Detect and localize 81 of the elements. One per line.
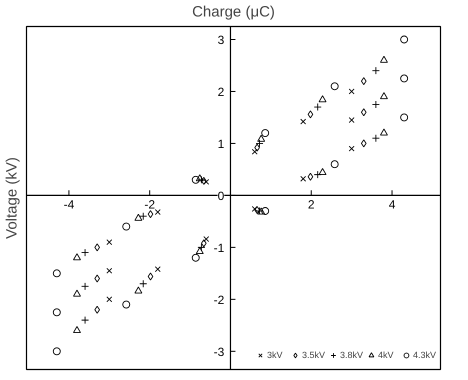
x-axis-title: Charge (μC) — [192, 4, 275, 20]
legend-label: 3kV — [266, 350, 284, 360]
point — [360, 108, 367, 116]
x-tick-label: 2 — [308, 198, 315, 212]
point — [348, 146, 355, 152]
point — [330, 160, 339, 168]
point — [318, 95, 327, 102]
point — [257, 134, 266, 142]
point — [252, 148, 258, 155]
point — [360, 139, 367, 148]
point — [81, 282, 90, 290]
point — [94, 306, 100, 314]
point — [372, 134, 380, 142]
point — [261, 207, 270, 215]
point — [134, 286, 142, 294]
point — [308, 110, 314, 118]
point — [372, 66, 380, 75]
point — [380, 56, 388, 63]
point — [261, 129, 270, 137]
legend-label: 4kV — [378, 350, 394, 360]
point — [106, 268, 112, 274]
point — [201, 239, 207, 248]
point — [252, 206, 258, 212]
point — [94, 243, 100, 252]
y-tick-label: 1 — [218, 136, 225, 151]
point — [400, 36, 408, 44]
x-tick-label: 4 — [388, 198, 396, 212]
point — [254, 206, 260, 214]
point — [197, 243, 206, 252]
y-tick-label: 2 — [218, 84, 225, 99]
point — [52, 308, 61, 316]
point — [148, 210, 154, 218]
point — [400, 74, 408, 82]
point — [318, 168, 327, 176]
legend-label: 3.5kV — [302, 350, 325, 360]
point — [122, 300, 130, 308]
point — [52, 347, 61, 356]
legend-label: 4.3kV — [412, 350, 436, 360]
point — [360, 77, 367, 86]
y-tick-label: 0 — [218, 188, 225, 203]
point — [73, 253, 81, 260]
point — [192, 254, 200, 262]
point — [81, 316, 90, 324]
point — [106, 239, 112, 246]
point — [196, 247, 204, 254]
point — [139, 280, 148, 288]
point — [139, 212, 148, 220]
point — [380, 128, 388, 136]
point — [122, 222, 130, 231]
point — [154, 209, 161, 215]
point — [201, 176, 207, 185]
point — [380, 92, 388, 100]
point — [192, 176, 200, 184]
y-tick-label: -2 — [214, 292, 225, 307]
point — [203, 236, 210, 242]
point — [257, 208, 266, 215]
point — [52, 269, 61, 278]
point — [154, 266, 161, 272]
x-tick-label: -2 — [144, 198, 156, 212]
x-tick-label: -4 — [64, 198, 75, 212]
point — [330, 82, 339, 90]
y-tick-label: 3 — [218, 32, 225, 47]
point — [196, 174, 204, 182]
point — [300, 176, 306, 182]
y-tick-label: -1 — [214, 240, 225, 255]
point — [106, 296, 112, 302]
point — [254, 144, 260, 152]
point — [348, 117, 355, 123]
point — [314, 170, 322, 179]
y-tick-label: -3 — [214, 344, 225, 359]
point — [73, 326, 81, 333]
point — [73, 290, 81, 297]
point — [308, 172, 314, 181]
point — [134, 214, 142, 221]
point — [148, 272, 154, 280]
legend-label: 3.8kV — [340, 350, 363, 360]
y-axis-title: Voltage (kV) — [4, 157, 20, 239]
point — [94, 274, 100, 283]
point — [300, 118, 306, 125]
point — [400, 114, 408, 122]
point — [348, 88, 355, 94]
